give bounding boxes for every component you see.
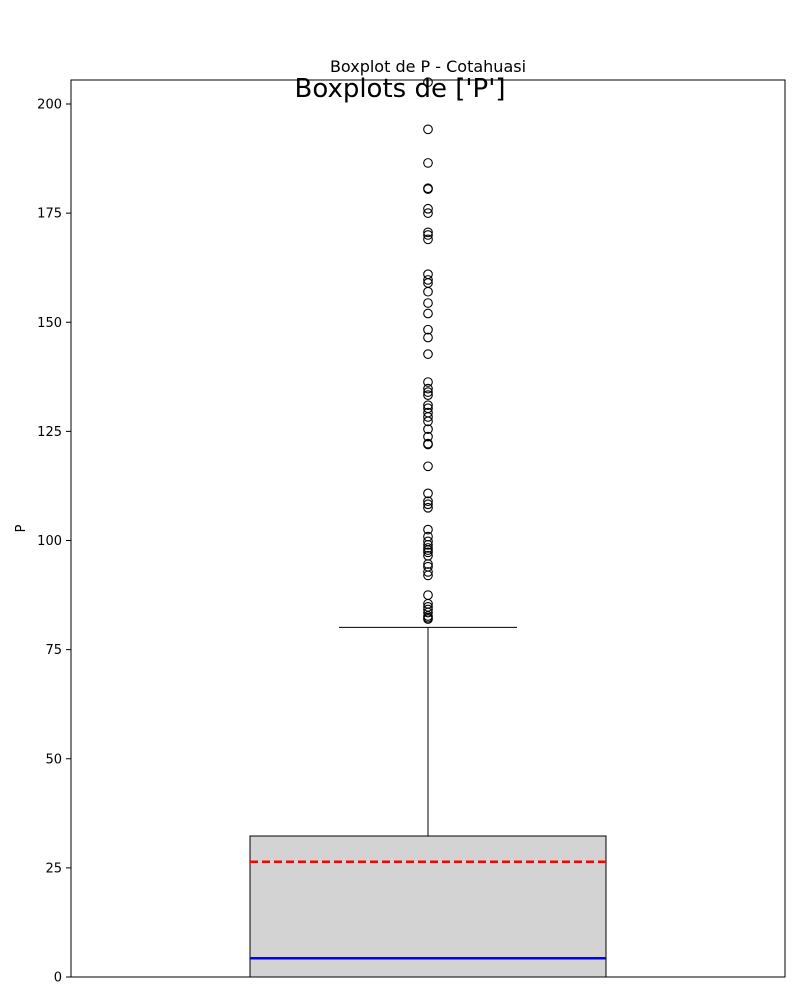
outlier-point <box>423 400 433 411</box>
y-tick-label: 100 <box>37 534 62 549</box>
outlier-point <box>423 234 433 245</box>
y-tick-label: 50 <box>45 752 62 767</box>
y-tick-label: 175 <box>37 207 62 222</box>
outlier-point <box>423 269 433 280</box>
outlier-point <box>423 602 433 612</box>
outlier-point <box>423 308 433 319</box>
outlier-point <box>423 208 433 218</box>
y-tick-label: 150 <box>37 316 62 331</box>
outlier-point <box>423 286 433 297</box>
outlier-point <box>423 531 433 542</box>
outlier-point <box>423 543 433 553</box>
outlier-point <box>423 561 433 572</box>
outlier-point <box>423 390 433 401</box>
outlier-point <box>423 387 433 397</box>
outlier-point <box>423 499 433 510</box>
outlier-point <box>423 227 433 238</box>
outlier-point <box>423 230 433 240</box>
outlier-point <box>423 604 433 615</box>
outlier-point <box>423 158 433 168</box>
outlier-point <box>423 349 433 359</box>
y-tick-label: 75 <box>45 643 62 658</box>
outlier-point <box>423 203 433 214</box>
outlier-point <box>423 298 433 308</box>
outlier-point <box>423 407 433 418</box>
outlier-point <box>423 377 433 387</box>
box <box>249 835 607 978</box>
y-tick-label: 200 <box>37 98 62 113</box>
outlier-point <box>423 183 433 194</box>
y-tick-label: 25 <box>45 861 62 876</box>
outlier-point <box>423 124 433 135</box>
outlier-point <box>423 567 433 577</box>
outlier-point <box>423 545 433 555</box>
outlier-point <box>423 461 433 472</box>
outlier-point <box>423 536 433 547</box>
outlier-point <box>423 77 433 88</box>
y-axis-label: P <box>14 524 29 532</box>
axes-title: Boxplot de P - Cotahuasi <box>330 57 526 76</box>
outlier-point <box>423 332 433 343</box>
plot-area <box>249 77 607 978</box>
outlier-point <box>423 324 433 335</box>
outlier-point <box>423 488 433 499</box>
outlier-point <box>423 524 433 535</box>
outlier-point <box>423 383 433 394</box>
outlier-point <box>423 431 433 442</box>
outlier-point <box>423 403 433 414</box>
y-tick-label: 125 <box>37 425 62 440</box>
figure-suptitle: Boxplots de ['P'] <box>294 74 506 104</box>
outlier-point <box>423 424 433 435</box>
y-axis: 0 25 50 75 100 125 150 175 200 <box>37 98 71 986</box>
outlier-point <box>423 611 433 621</box>
outlier-point <box>423 438 433 449</box>
outlier-point <box>423 502 433 513</box>
outlier-point <box>423 496 433 507</box>
outlier-point <box>423 590 433 600</box>
outlier-point <box>423 275 433 285</box>
y-tick-label: 0 <box>54 971 62 986</box>
axes-frame <box>70 79 786 978</box>
outlier-point <box>423 550 433 561</box>
